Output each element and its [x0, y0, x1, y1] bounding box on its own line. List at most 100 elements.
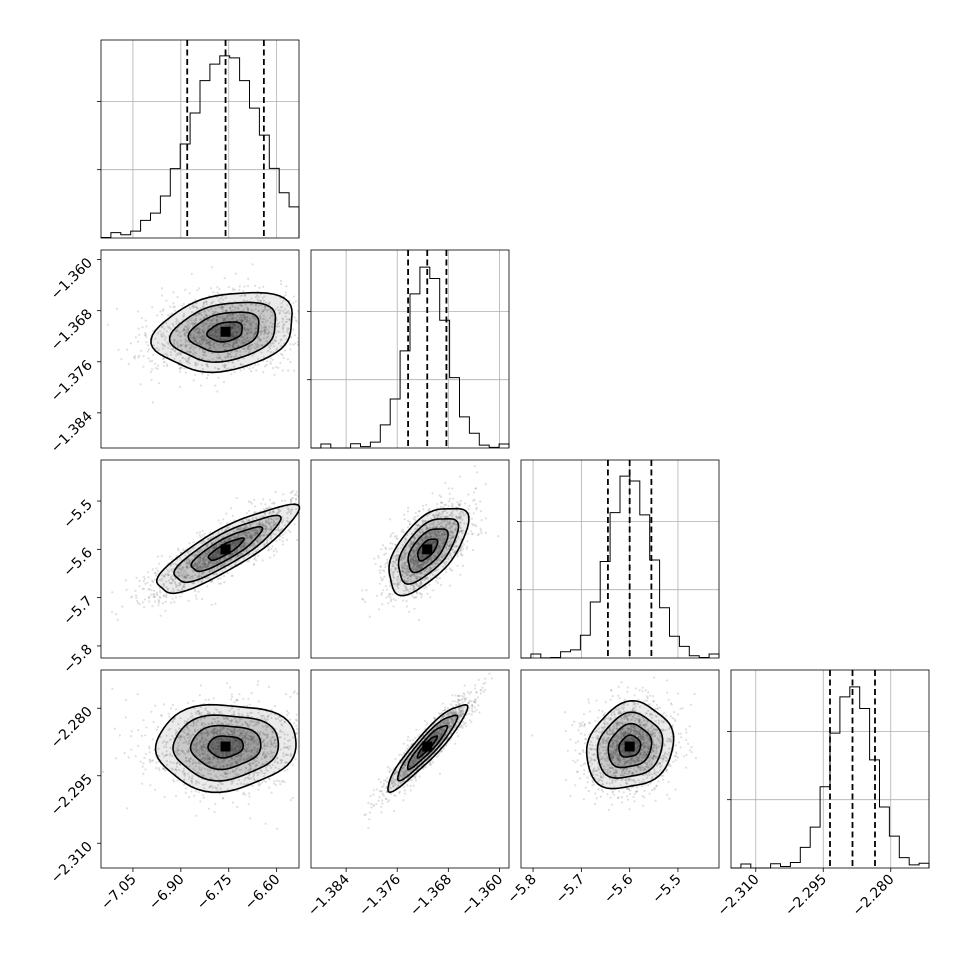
- scatter-point: [177, 571, 180, 574]
- scatter-point: [167, 574, 170, 577]
- scatter-point: [184, 340, 187, 343]
- scatter-point: [251, 534, 254, 537]
- scatter-point: [281, 521, 284, 524]
- scatter-point: [430, 542, 434, 545]
- scatter-point: [260, 331, 263, 334]
- scatter-point: [218, 346, 221, 349]
- scatter-point: [269, 511, 272, 514]
- scatter-point: [447, 544, 450, 548]
- scatter-point: [184, 371, 187, 374]
- scatter-point: [436, 550, 439, 553]
- scatter-point: [229, 336, 233, 339]
- scatter-point: [418, 565, 421, 568]
- scatter-point: [181, 356, 185, 359]
- scatter-point: [264, 331, 267, 334]
- scatter-point: [205, 563, 209, 567]
- scatter-point: [193, 351, 196, 354]
- scatter-point: [434, 562, 437, 565]
- scatter-point: [392, 560, 395, 563]
- scatter-point: [254, 528, 258, 532]
- scatter-point: [215, 572, 218, 576]
- scatter-point: [195, 737, 198, 740]
- scatter-point: [236, 326, 239, 329]
- scatter-point: [242, 343, 245, 346]
- scatter-point: [221, 529, 224, 532]
- scatter-point: [205, 552, 208, 555]
- scatter-point: [124, 699, 127, 702]
- scatter-point: [250, 536, 253, 540]
- scatter-point: [250, 536, 253, 539]
- scatter-point: [474, 503, 477, 506]
- scatter-point: [405, 580, 408, 583]
- scatter-point: [400, 554, 403, 557]
- scatter-point: [193, 562, 196, 565]
- scatter-point: [208, 324, 211, 327]
- scatter-point: [324, 501, 326, 503]
- scatter-point: [267, 522, 270, 525]
- scatter-point: [444, 503, 447, 506]
- scatter-point: [192, 700, 195, 703]
- scatter-point: [248, 537, 251, 540]
- scatter-point: [451, 523, 454, 526]
- scatter-point: [433, 539, 436, 542]
- scatter-point: [305, 319, 307, 321]
- scatter-point: [396, 550, 399, 553]
- scatter-point: [269, 360, 272, 363]
- scatter-point: [431, 563, 434, 566]
- scatter-point: [222, 563, 225, 567]
- scatter-point: [248, 535, 252, 538]
- scatter-point: [439, 505, 442, 508]
- scatter-point: [147, 348, 150, 351]
- scatter-point: [420, 581, 423, 585]
- scatter-point: [230, 373, 233, 376]
- scatter-point: [170, 313, 173, 316]
- scatter-point: [263, 531, 266, 534]
- scatter-point: [278, 311, 281, 314]
- scatter-point: [260, 351, 263, 354]
- scatter-point: [268, 301, 271, 304]
- scatter-point: [231, 574, 234, 577]
- scatter-point: [414, 583, 417, 586]
- scatter-point: [418, 566, 421, 569]
- scatter-point: [203, 327, 206, 330]
- scatter-point: [202, 571, 206, 574]
- scatter-point: [269, 357, 272, 360]
- scatter-point: [215, 544, 218, 547]
- scatter-point: [174, 350, 177, 353]
- scatter-point: [391, 557, 394, 560]
- scatter-point: [394, 543, 397, 547]
- scatter-point: [226, 527, 229, 530]
- scatter-point: [238, 541, 241, 544]
- scatter-point: [451, 536, 454, 539]
- scatter-point: [267, 335, 270, 338]
- scatter-point: [253, 558, 256, 561]
- scatter-point: [212, 546, 215, 550]
- scatter-point: [213, 333, 216, 336]
- scatter-point: [221, 319, 224, 323]
- scatter-point: [185, 328, 188, 332]
- scatter-point: [447, 487, 450, 490]
- scatter-point: [416, 525, 419, 528]
- scatter-point: [439, 516, 442, 519]
- scatter-point: [269, 526, 272, 529]
- scatter-point: [266, 332, 269, 335]
- scatter-point: [243, 542, 246, 545]
- scatter-point: [399, 558, 402, 561]
- scatter-point: [220, 564, 223, 567]
- scatter-point: [435, 534, 438, 537]
- scatter-point: [406, 566, 409, 569]
- scatter-point: [195, 338, 198, 341]
- scatter-point: [158, 578, 161, 581]
- scatter-point: [384, 546, 387, 549]
- scatter-point: [428, 527, 431, 530]
- scatter-point: [199, 311, 203, 314]
- scatter-point: [192, 353, 195, 356]
- scatter-point: [443, 516, 446, 519]
- scatter-point: [416, 583, 419, 586]
- scatter-point: [264, 527, 267, 530]
- scatter-point: [417, 563, 420, 567]
- scatter-point: [223, 540, 227, 543]
- scatter-point: [224, 324, 227, 327]
- scatter-point: [199, 556, 202, 559]
- scatter-point: [217, 552, 220, 555]
